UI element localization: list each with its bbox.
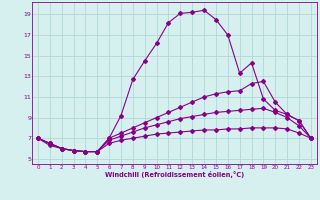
X-axis label: Windchill (Refroidissement éolien,°C): Windchill (Refroidissement éolien,°C) [105, 171, 244, 178]
